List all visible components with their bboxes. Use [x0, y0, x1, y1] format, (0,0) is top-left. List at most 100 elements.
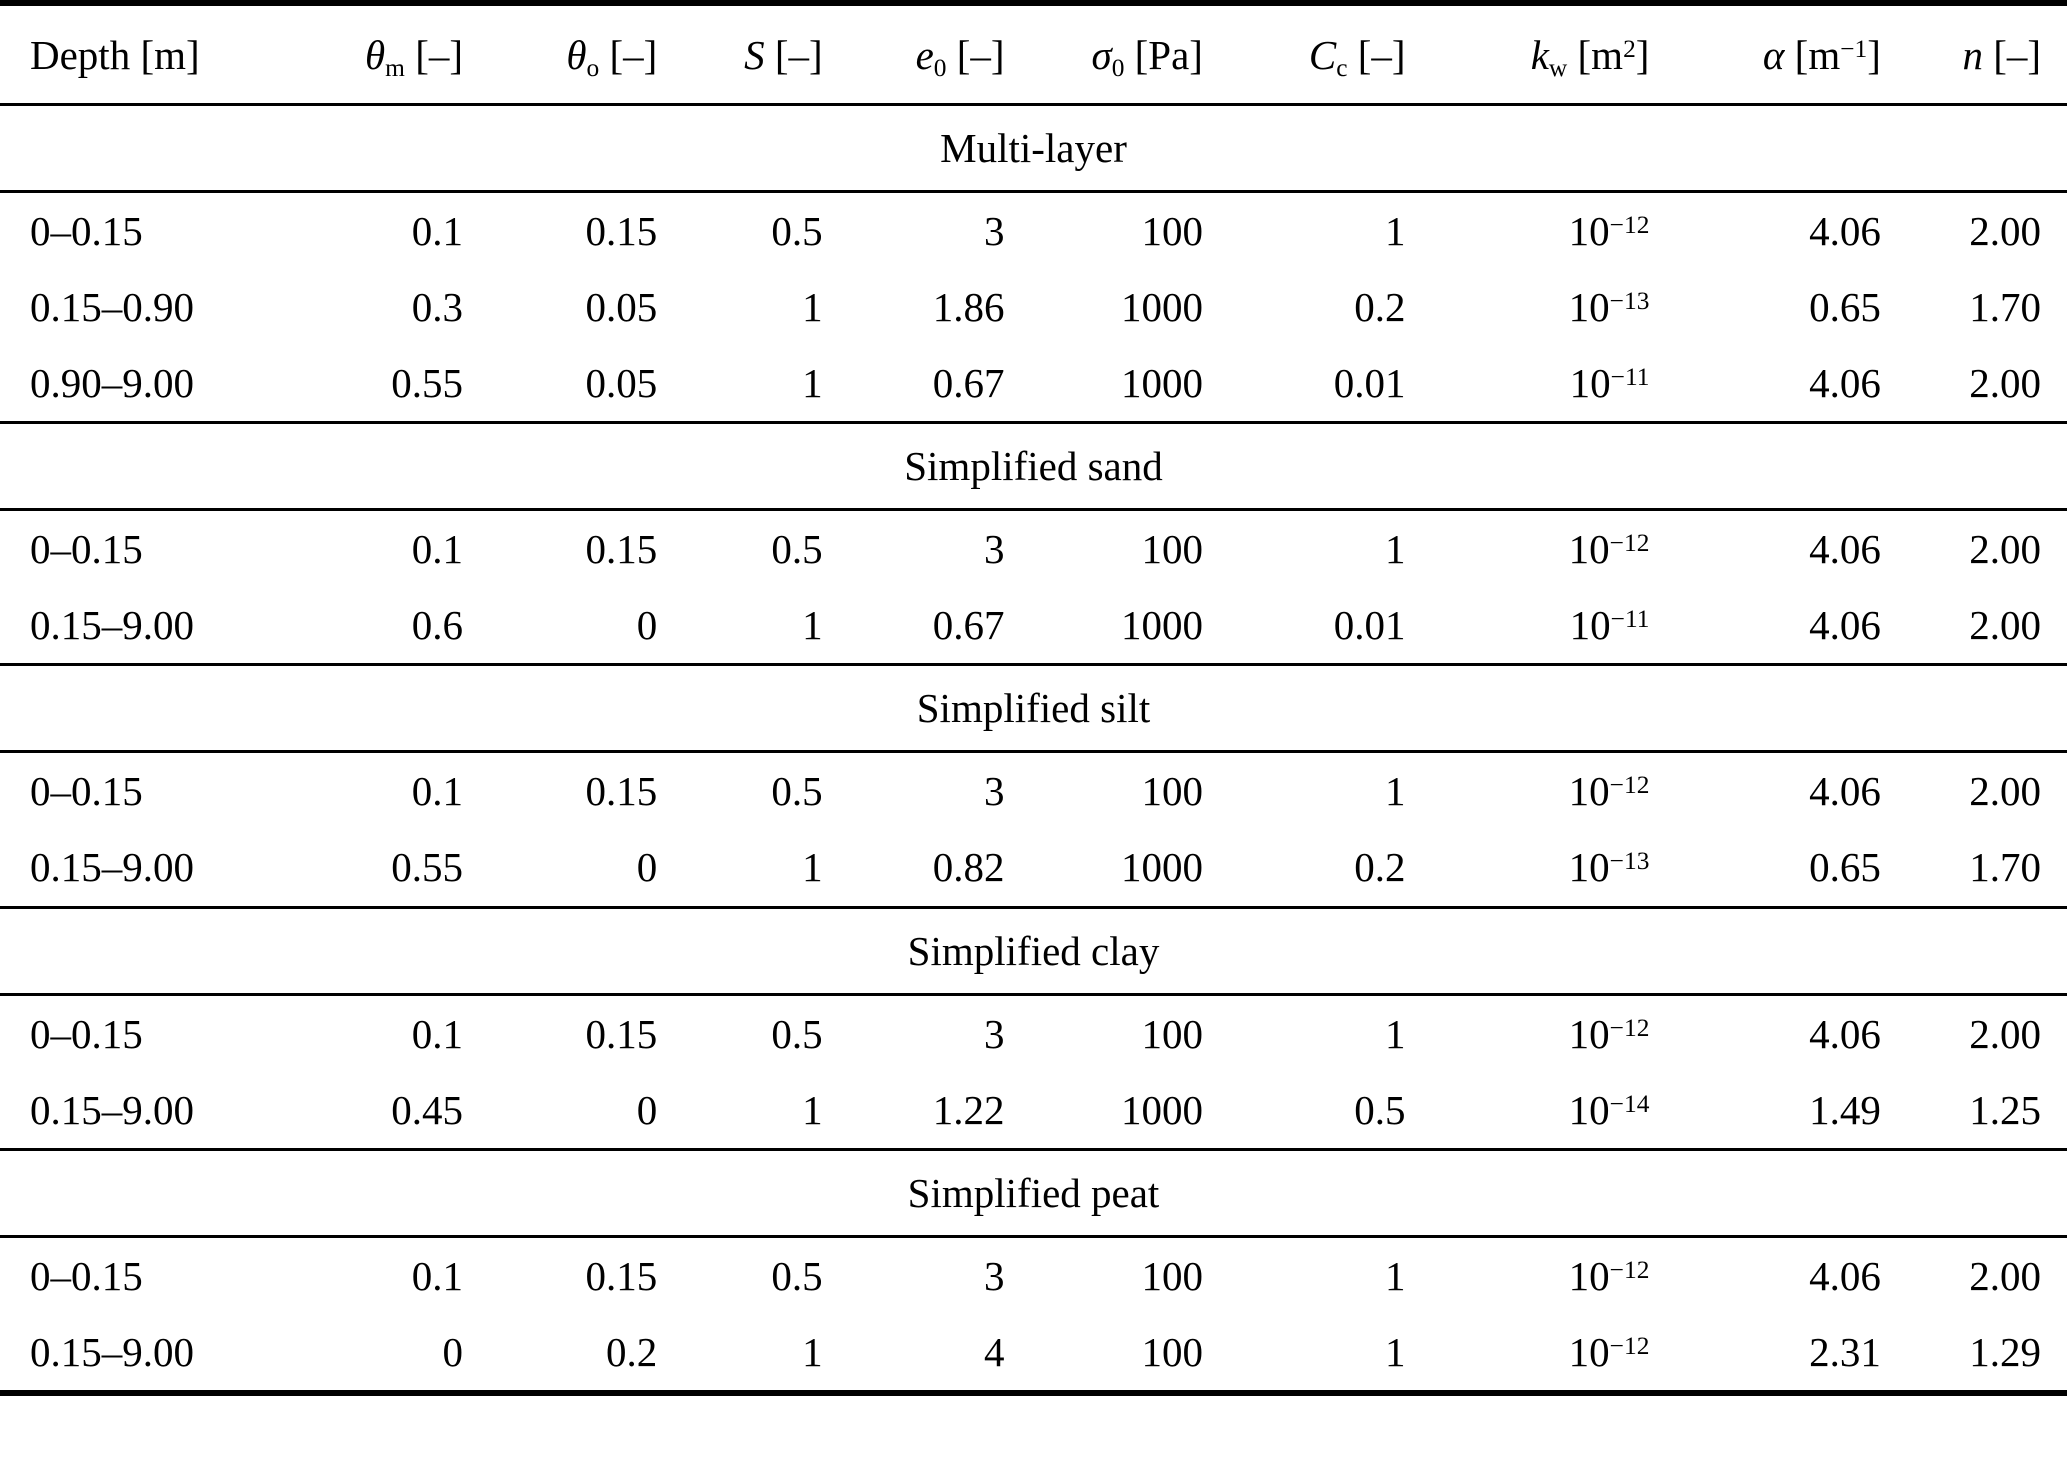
cell-e0: 3	[984, 768, 1005, 815]
cell-alpha: 1.49	[1809, 1086, 1881, 1133]
cell-sigma0: 100	[1141, 1010, 1203, 1057]
section-title: Simplified silt	[916, 685, 1151, 732]
cell-thetao: 0.15	[585, 768, 658, 815]
cell-sigma0: 1000	[1120, 284, 1203, 331]
cell-thetam: 0.1	[411, 1010, 463, 1057]
cell-cc: 1	[1385, 1010, 1406, 1057]
cell-n: 2.00	[1969, 768, 2041, 815]
data-row: 0–0.15 0.1 0.15 0.5 3 100 1 10−12 4.06 2.00	[0, 510, 2067, 588]
table-body: Multi-layer 0–0.15 0.1 0.15 0.5 3 100 1 10−12 4.0…	[0, 104, 2067, 1393]
cell-alpha: 4.06	[1809, 360, 1881, 407]
cell-thetao: 0.15	[585, 1252, 658, 1299]
cell-thetam: 0.1	[411, 208, 463, 255]
section-title: Simplified peat	[907, 1169, 1160, 1216]
cell-e0: 4	[984, 1328, 1005, 1375]
cell-kw: 10−11	[1569, 360, 1650, 407]
cell-e0: 3	[984, 208, 1005, 255]
cell-e0: 3	[984, 1010, 1005, 1057]
cell-s: 0.5	[771, 208, 823, 255]
cell-alpha: 4.06	[1809, 526, 1881, 573]
column-header-alpha: α [m−1]	[1762, 32, 1881, 78]
cell-n: 2.00	[1969, 1010, 2041, 1057]
table-header: Depth [m] θm [–] θo [–] S [–] e0 [–] σ0 [Pa] C…	[0, 3, 2067, 105]
cell-depth: 0–0.15	[30, 526, 143, 573]
cell-depth: 0–0.15	[30, 208, 143, 255]
section-title-row: Multi-layer	[0, 104, 2067, 192]
cell-thetao: 0.05	[585, 284, 658, 331]
cell-sigma0: 100	[1141, 768, 1203, 815]
cell-s: 1	[802, 1086, 823, 1133]
cell-n: 2.00	[1969, 602, 2041, 649]
column-header-cc: Cc [–]	[1308, 32, 1406, 82]
column-header-kw: kw [m2]	[1530, 32, 1650, 82]
section-title: Simplified sand	[904, 443, 1163, 490]
data-row: 0–0.15 0.1 0.15 0.5 3 100 1 10−12 4.06 2.00	[0, 1236, 2067, 1314]
cell-thetao: 0	[636, 602, 658, 649]
data-row: 0.15–9.00 0 0.2 1 4 100 1 10−12 2.31 1.29	[0, 1314, 2067, 1393]
cell-e0: 1.22	[932, 1086, 1005, 1133]
cell-sigma0: 1000	[1120, 360, 1203, 407]
header-row: Depth [m] θm [–] θo [–] S [–] e0 [–] σ0 [Pa] C…	[0, 3, 2067, 105]
cell-cc: 0.01	[1333, 360, 1406, 407]
cell-kw: 10−12	[1568, 1328, 1650, 1375]
cell-alpha: 4.06	[1809, 602, 1881, 649]
cell-cc: 1	[1385, 1252, 1406, 1299]
cell-thetam: 0.1	[411, 526, 463, 573]
cell-sigma0: 100	[1141, 1252, 1203, 1299]
data-row: 0.15–9.00 0.45 0 1 1.22 1000 0.5 10−14 1.49 1.25	[0, 1072, 2067, 1150]
section-title-row: Simplified peat	[0, 1149, 2067, 1237]
column-header-sigma0: σ0 [Pa]	[1091, 32, 1203, 82]
cell-depth: 0.15–9.00	[30, 1086, 194, 1133]
data-row: 0.90–9.00 0.55 0.05 1 0.67 1000 0.01 10−11 4.06 2…	[0, 345, 2067, 423]
cell-thetam: 0	[442, 1328, 464, 1375]
cell-depth: 0–0.15	[30, 1010, 143, 1057]
cell-n: 2.00	[1969, 1252, 2041, 1299]
cell-kw: 10−12	[1568, 768, 1650, 815]
cell-thetam: 0.55	[391, 844, 463, 891]
cell-e0: 0.82	[932, 844, 1005, 891]
section-title-row: Simplified silt	[0, 664, 2067, 752]
cell-thetam: 0.3	[411, 284, 463, 331]
column-header-e0: e0 [–]	[915, 32, 1005, 82]
cell-depth: 0.15–9.00	[30, 602, 194, 649]
cell-alpha: 4.06	[1809, 1010, 1881, 1057]
cell-sigma0: 1000	[1120, 844, 1203, 891]
cell-cc: 1	[1385, 526, 1406, 573]
cell-kw: 10−14	[1568, 1086, 1650, 1133]
cell-alpha: 4.06	[1809, 1252, 1881, 1299]
section-title-row: Simplified clay	[0, 907, 2067, 995]
section-title-row: Simplified sand	[0, 422, 2067, 510]
data-row: 0–0.15 0.1 0.15 0.5 3 100 1 10−12 4.06 2.00	[0, 192, 2067, 270]
cell-kw: 10−13	[1568, 844, 1650, 891]
cell-s: 0.5	[771, 1010, 823, 1057]
cell-alpha: 2.31	[1809, 1328, 1881, 1375]
column-header-n: n [–]	[1962, 32, 2041, 78]
column-header-thetao: θo [–]	[566, 32, 658, 82]
cell-thetao: 0.15	[585, 1010, 658, 1057]
cell-e0: 1.86	[932, 284, 1005, 331]
cell-e0: 0.67	[932, 602, 1005, 649]
cell-depth: 0–0.15	[30, 1252, 143, 1299]
cell-e0: 3	[984, 526, 1005, 573]
cell-thetam: 0.1	[411, 768, 463, 815]
cell-thetao: 0.15	[585, 526, 658, 573]
cell-sigma0: 1000	[1120, 602, 1203, 649]
cell-s: 0.5	[771, 526, 823, 573]
cell-cc: 1	[1385, 1328, 1406, 1375]
data-row: 0–0.15 0.1 0.15 0.5 3 100 1 10−12 4.06 2.00	[0, 752, 2067, 830]
cell-thetam: 0.6	[411, 602, 463, 649]
cell-s: 1	[802, 602, 823, 649]
column-header-thetam: θm [–]	[365, 32, 463, 82]
data-row: 0–0.15 0.1 0.15 0.5 3 100 1 10−12 4.06 2.00	[0, 994, 2067, 1072]
cell-e0: 0.67	[932, 360, 1005, 407]
cell-alpha: 4.06	[1809, 768, 1881, 815]
cell-thetao: 0.2	[606, 1328, 658, 1375]
cell-thetao: 0.05	[585, 360, 658, 407]
cell-cc: 0.5	[1354, 1086, 1406, 1133]
cell-kw: 10−12	[1568, 208, 1650, 255]
section-title: Multi-layer	[940, 125, 1127, 172]
section-title: Simplified clay	[907, 927, 1160, 974]
cell-cc: 0.2	[1354, 844, 1406, 891]
cell-e0: 3	[984, 1252, 1005, 1299]
column-header-s: S [–]	[744, 32, 823, 78]
